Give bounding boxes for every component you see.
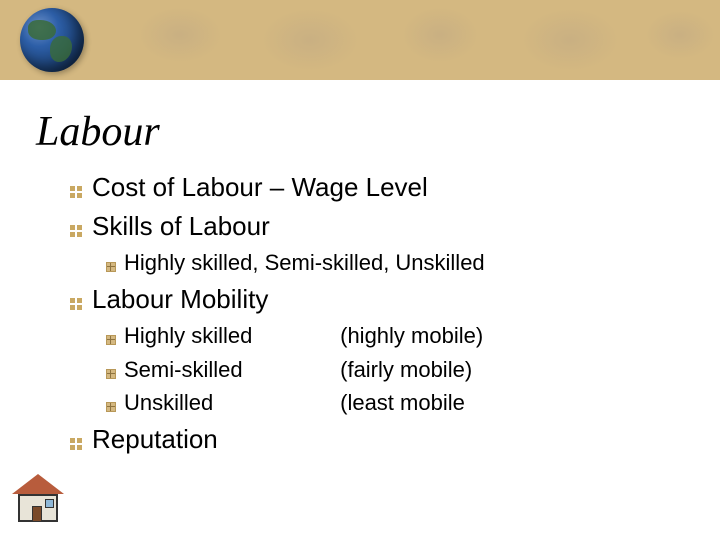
bullet-l2-icon bbox=[106, 369, 116, 379]
bullet-l2-icon bbox=[106, 335, 116, 345]
bullet-l1-icon bbox=[70, 186, 82, 198]
house-icon bbox=[10, 466, 66, 522]
slide-content: Labour Cost of Labour – Wage Level Skill… bbox=[0, 80, 720, 457]
house-roof bbox=[12, 474, 64, 494]
globe-icon bbox=[20, 8, 84, 72]
bullet-l2-icon bbox=[106, 262, 116, 272]
bullet-l2-icon bbox=[106, 402, 116, 412]
bullet-cost-of-labour: Cost of Labour – Wage Level bbox=[70, 170, 684, 205]
bullet-text: Skills of Labour bbox=[92, 209, 270, 244]
mobility-note: (least mobile bbox=[340, 390, 465, 415]
bullet-reputation: Reputation bbox=[70, 422, 684, 457]
mobility-label: Semi-skilled bbox=[124, 355, 334, 385]
bullet-text: Reputation bbox=[92, 422, 218, 457]
subbullet-semi-skilled: Semi-skilled (fairly mobile) bbox=[106, 355, 684, 385]
bullet-text: Labour Mobility bbox=[92, 282, 268, 317]
bullet-text: Cost of Labour – Wage Level bbox=[92, 170, 428, 205]
slide-title: Labour bbox=[36, 108, 684, 156]
mobility-note: (highly mobile) bbox=[340, 323, 483, 348]
bullet-skills-of-labour: Skills of Labour bbox=[70, 209, 684, 244]
bullet-l1-icon bbox=[70, 298, 82, 310]
bullet-l1-icon bbox=[70, 438, 82, 450]
banner bbox=[0, 0, 720, 80]
bullet-text: Unskilled (least mobile bbox=[124, 388, 465, 418]
subbullet-skill-levels: Highly skilled, Semi-skilled, Unskilled bbox=[106, 248, 684, 278]
mobility-note: (fairly mobile) bbox=[340, 357, 472, 382]
banner-map-texture bbox=[0, 0, 720, 80]
mobility-label: Unskilled bbox=[124, 388, 334, 418]
bullet-text: Highly skilled (highly mobile) bbox=[124, 321, 483, 351]
mobility-label: Highly skilled bbox=[124, 321, 334, 351]
house-door bbox=[32, 506, 42, 522]
bullet-l1-icon bbox=[70, 225, 82, 237]
subbullet-highly-skilled: Highly skilled (highly mobile) bbox=[106, 321, 684, 351]
house-window bbox=[45, 499, 54, 508]
bullet-labour-mobility: Labour Mobility bbox=[70, 282, 684, 317]
subbullet-unskilled: Unskilled (least mobile bbox=[106, 388, 684, 418]
bullet-text: Highly skilled, Semi-skilled, Unskilled bbox=[124, 248, 485, 278]
bullet-text: Semi-skilled (fairly mobile) bbox=[124, 355, 472, 385]
